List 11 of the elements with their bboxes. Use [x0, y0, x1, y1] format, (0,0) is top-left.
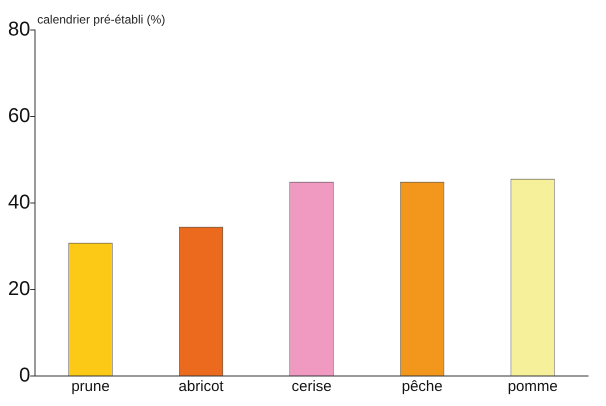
x-tick-label: cerise: [292, 378, 332, 396]
y-tick-label: 60: [8, 105, 30, 128]
x-tick-label: pêche: [402, 378, 443, 396]
y-axis-title: calendrier pré-établi (%): [37, 12, 166, 26]
x-tick-label: prune: [71, 378, 110, 396]
x-tick-label: pomme: [508, 378, 558, 396]
x-tick-label: abricot: [178, 378, 224, 396]
y-tick-label: 80: [8, 18, 30, 41]
y-tick-label: 40: [8, 192, 30, 214]
y-tick-label: 20: [8, 278, 30, 300]
y-tick-label: 0: [19, 364, 30, 387]
